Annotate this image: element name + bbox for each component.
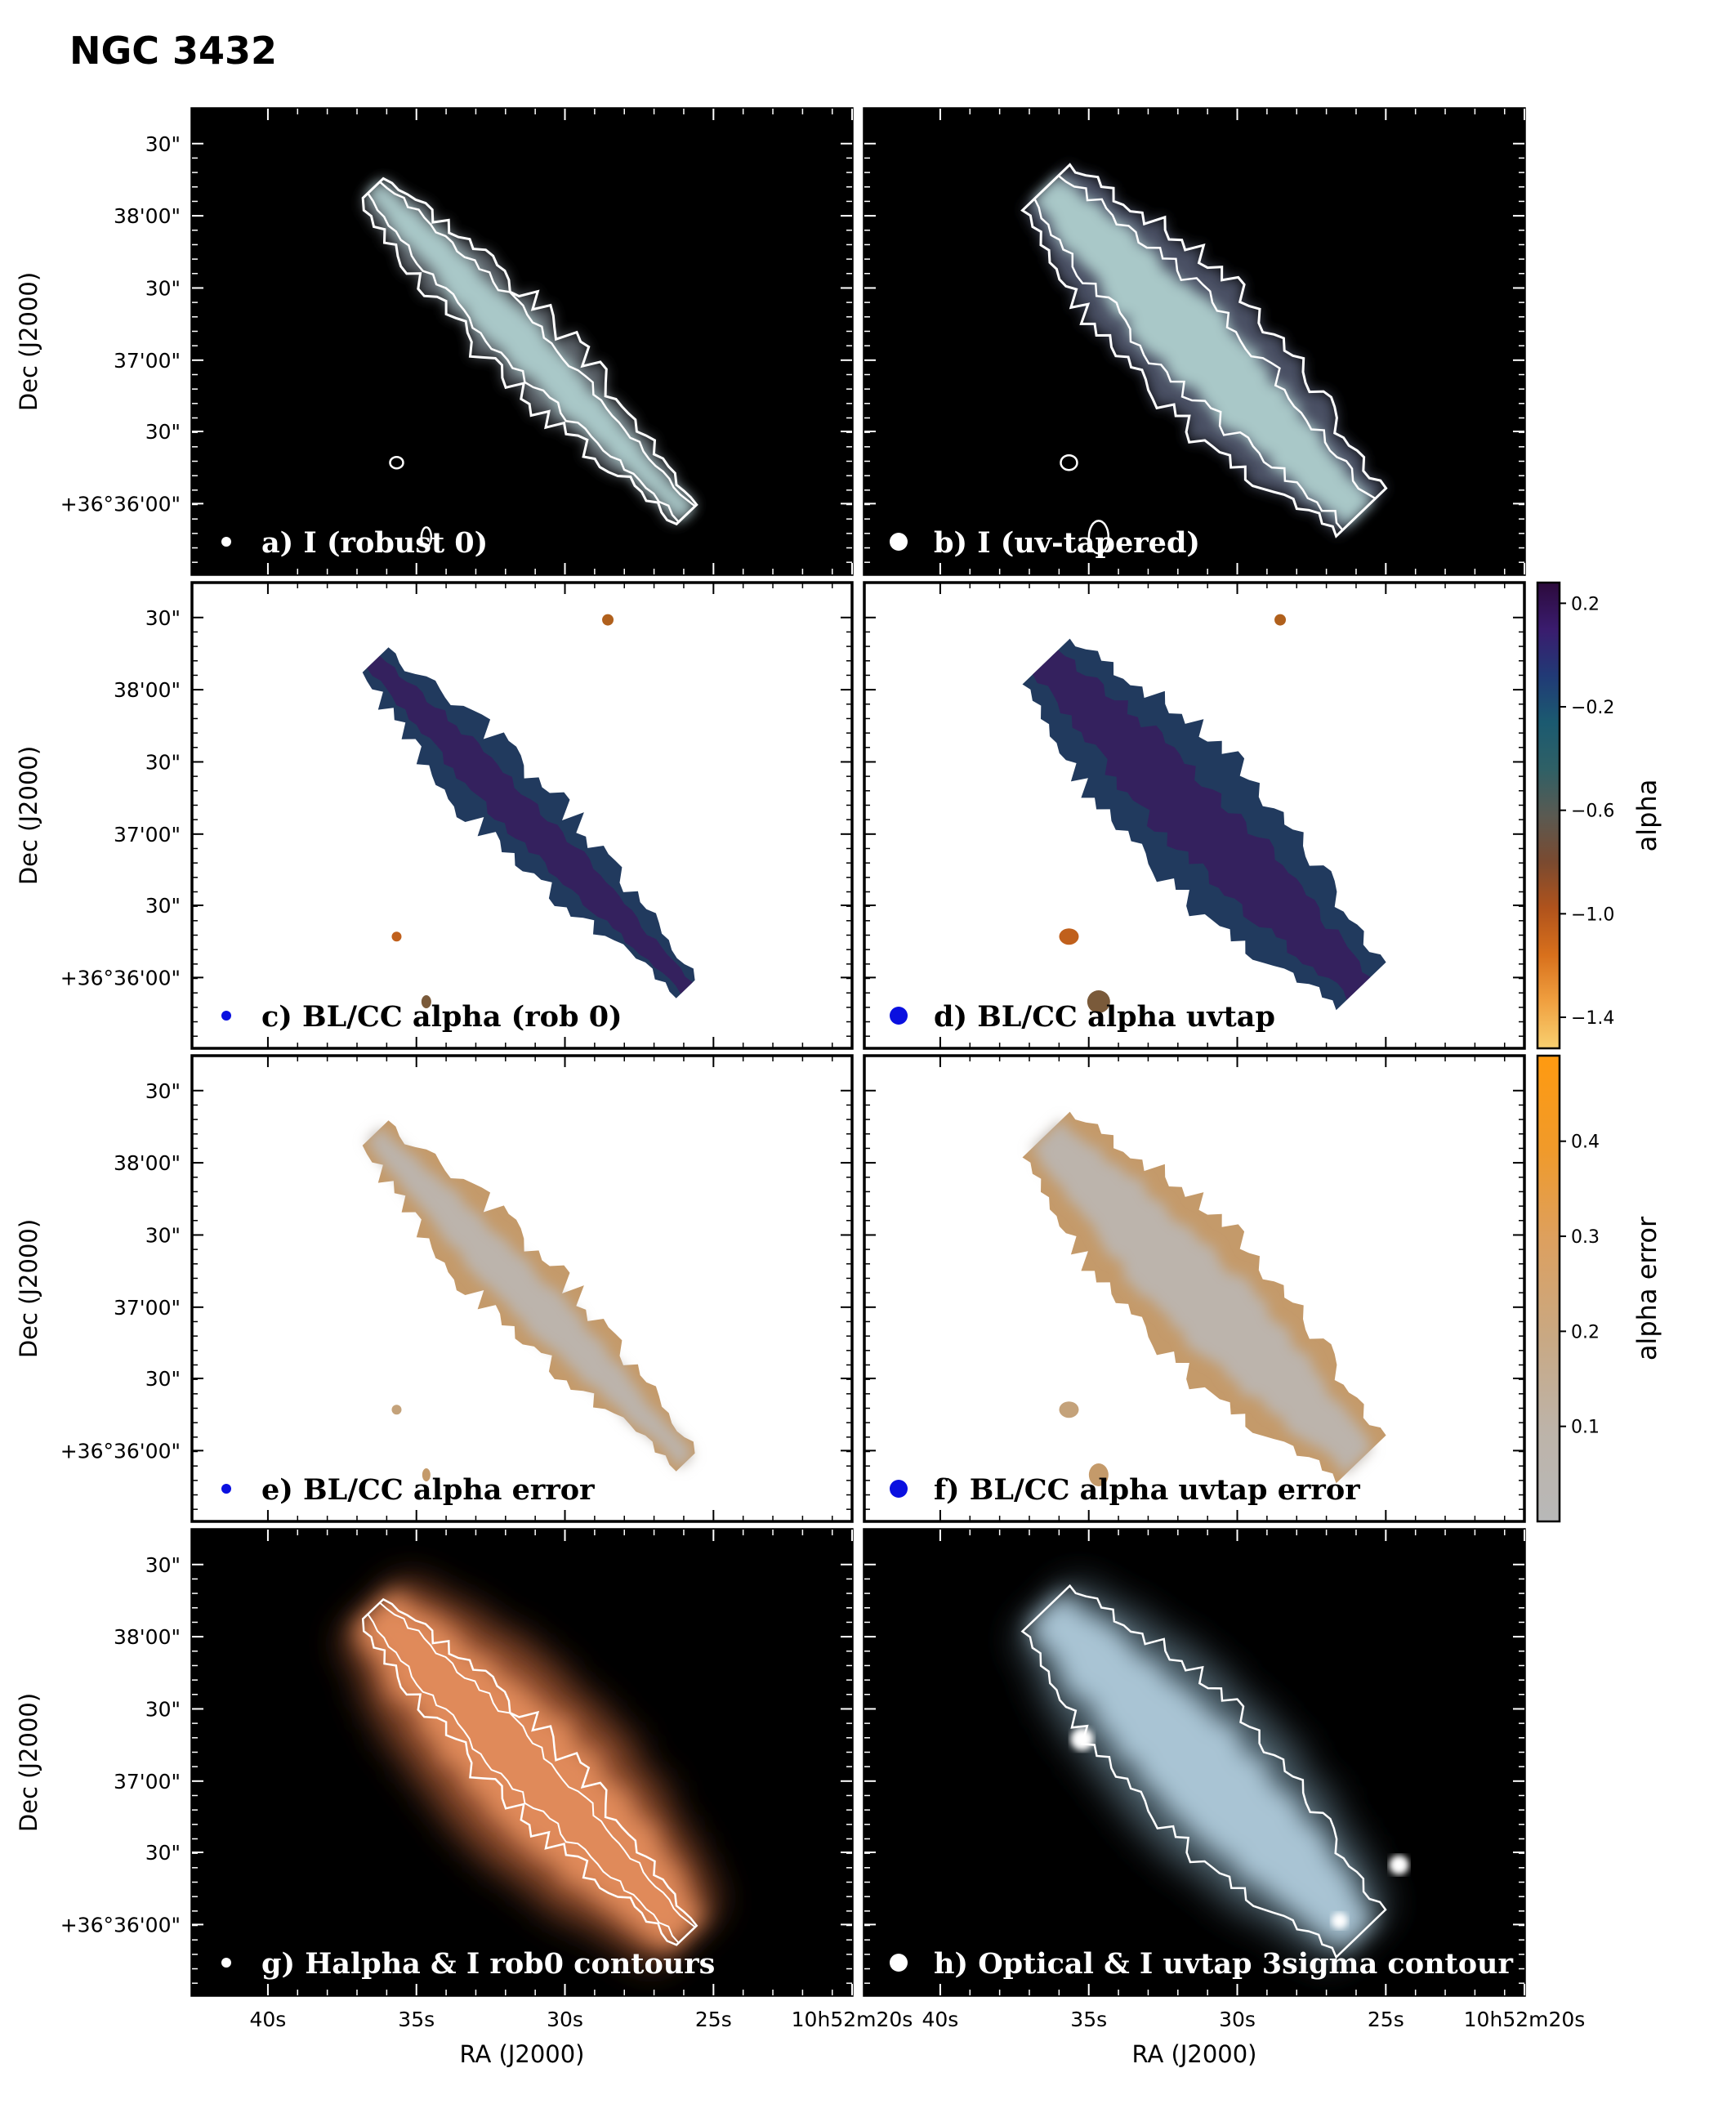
dec-tick-label: 30" [145, 1223, 181, 1247]
panel-h: h) Optical & I uvtap 3sigma contour 40s 35… [863, 1528, 1586, 2068]
dec-axis-label: Dec (J2000) [15, 1219, 42, 1358]
dec-axis-label: Dec (J2000) [15, 272, 42, 411]
panel-g: g) Halpha & I rob0 contours 30" 38'00" 30" 3… [15, 1528, 913, 2068]
panel-frame [190, 107, 854, 576]
beam-marker [890, 1480, 908, 1498]
colorbar-tick-label: 0.3 [1571, 1227, 1600, 1248]
ra-tick-label: 30s [1219, 2008, 1256, 2031]
panel-label: d) BL/CC alpha uvtap [934, 1000, 1275, 1034]
ra-tick-label: 25s [1368, 2008, 1404, 2031]
colorbar-alpha-error: 0.4 0.3 0.2 0.1 alpha error [1536, 1054, 1662, 1523]
dec-tick-label: 37'00" [114, 349, 181, 373]
dec-tick-label: 38'00" [114, 1625, 181, 1649]
ra-axis-label: RA (J2000) [1131, 2040, 1256, 2068]
colorbar-tick-label: −0.6 [1571, 802, 1614, 822]
dec-tick-label: 38'00" [114, 678, 181, 702]
beam-marker [221, 537, 231, 547]
dec-tick-label: 30" [145, 1841, 181, 1865]
colorbar-label: alpha [1631, 780, 1662, 852]
dec-tick-label: 30" [145, 276, 181, 300]
ra-tick-label: 30s [547, 2008, 583, 2031]
beam-marker [221, 1484, 231, 1494]
panel-c: c) BL/CC alpha (rob 0) 30" 38'00" 30" 37'00"… [15, 581, 854, 1050]
dec-tick-label: 38'00" [114, 204, 181, 228]
colorbar-gradient [1536, 581, 1561, 1050]
ra-tick-label: 25s [695, 2008, 732, 2031]
dec-axis-label: Dec (J2000) [15, 1693, 42, 1832]
panel-b: b) I (uv-tapered) [863, 107, 1526, 576]
panel-d: d) BL/CC alpha uvtap [863, 581, 1526, 1050]
ra-tick-label: 10h52m20s [792, 2008, 913, 2031]
panel-frame [863, 107, 1526, 576]
panel-a: a) I (robust 0) 30" 38'00" 30" 37'00" 30" +36°… [15, 107, 854, 576]
dec-axis-label: Dec (J2000) [15, 746, 42, 885]
colorbar-tick-label: −0.2 [1571, 698, 1614, 718]
dec-tick-label: +36°36'00" [60, 1913, 181, 1936]
colorbar-gradient [1536, 1054, 1561, 1523]
dec-tick-label: +36°36'00" [60, 1439, 181, 1463]
colorbar-alpha: 0.2 −0.2 −0.6 −1.0 −1.4 alpha [1536, 581, 1662, 1050]
colorbar-tick-label: 0.1 [1571, 1418, 1600, 1438]
ra-tick-label: 35s [398, 2008, 435, 2031]
dec-tick-label: +36°36'00" [60, 492, 181, 516]
panel-label: a) I (robust 0) [261, 526, 488, 560]
panel-image [1022, 1111, 1386, 1486]
dec-tick-label: 37'00" [114, 1770, 181, 1794]
dec-tick-label: 30" [145, 750, 181, 774]
panel-label: f) BL/CC alpha uvtap error [934, 1473, 1360, 1507]
dec-tick-label: 30" [145, 894, 181, 918]
ra-axis-label: RA (J2000) [459, 2040, 584, 2068]
dec-tick-label: 30" [145, 606, 181, 630]
panel-image [1022, 614, 1386, 1013]
figure-title: NGC 3432 [69, 29, 277, 73]
panel-frame [190, 581, 854, 1050]
dec-tick-label: 30" [145, 132, 181, 156]
beam-marker [890, 1007, 908, 1025]
panel-e: e) BL/CC alpha error 30" 38'00" 30" 37'00" 30… [15, 1054, 854, 1523]
dec-tick-label: +36°36'00" [60, 966, 181, 989]
panel-label: b) I (uv-tapered) [934, 526, 1200, 560]
dec-tick-label: 30" [145, 1553, 181, 1577]
panel-label: g) Halpha & I rob0 contours [261, 1947, 715, 1981]
colorbar-tick-label: −1.0 [1571, 905, 1614, 925]
panel-frame [863, 1054, 1526, 1523]
panel-frame [190, 1528, 854, 1997]
beam-marker [221, 1011, 231, 1021]
colorbar-tick-label: −1.4 [1571, 1008, 1614, 1029]
panel-label: c) BL/CC alpha (rob 0) [261, 1000, 623, 1034]
dec-tick-label: 38'00" [114, 1151, 181, 1175]
panel-frame [190, 1054, 854, 1523]
beam-marker [221, 1958, 231, 1968]
ra-tick-label: 35s [1070, 2008, 1107, 2031]
dec-tick-label: 30" [145, 1079, 181, 1103]
colorbar-tick-label: 0.2 [1571, 594, 1600, 614]
dec-tick-label: 30" [145, 1367, 181, 1391]
beam-marker [890, 1954, 908, 1972]
panel-label: h) Optical & I uvtap 3sigma contour [934, 1947, 1513, 1981]
panel-frame [863, 1528, 1526, 1997]
colorbar-label: alpha error [1631, 1216, 1662, 1360]
panel-f: f) BL/CC alpha uvtap error [863, 1054, 1526, 1523]
panel-image [362, 614, 695, 1008]
colorbar-tick-label: 0.2 [1571, 1322, 1600, 1342]
panel-frame [863, 581, 1526, 1050]
panel-image [341, 1579, 721, 1967]
colorbar-tick-label: 0.4 [1571, 1132, 1600, 1153]
panel-label: e) BL/CC alpha error [261, 1473, 595, 1507]
dec-tick-label: 37'00" [114, 1296, 181, 1320]
panel-image [1016, 1582, 1409, 1963]
ra-tick-label: 40s [922, 2008, 958, 2031]
panel-image [361, 176, 698, 548]
dec-tick-label: 37'00" [114, 823, 181, 847]
beam-marker [890, 533, 908, 551]
panel-image [1020, 163, 1388, 555]
dec-tick-label: 30" [145, 420, 181, 444]
dec-tick-label: 30" [145, 1697, 181, 1721]
ra-tick-label: 10h52m20s [1464, 2008, 1586, 2031]
panel-image [362, 1120, 695, 1481]
ra-tick-label: 40s [249, 2008, 286, 2031]
